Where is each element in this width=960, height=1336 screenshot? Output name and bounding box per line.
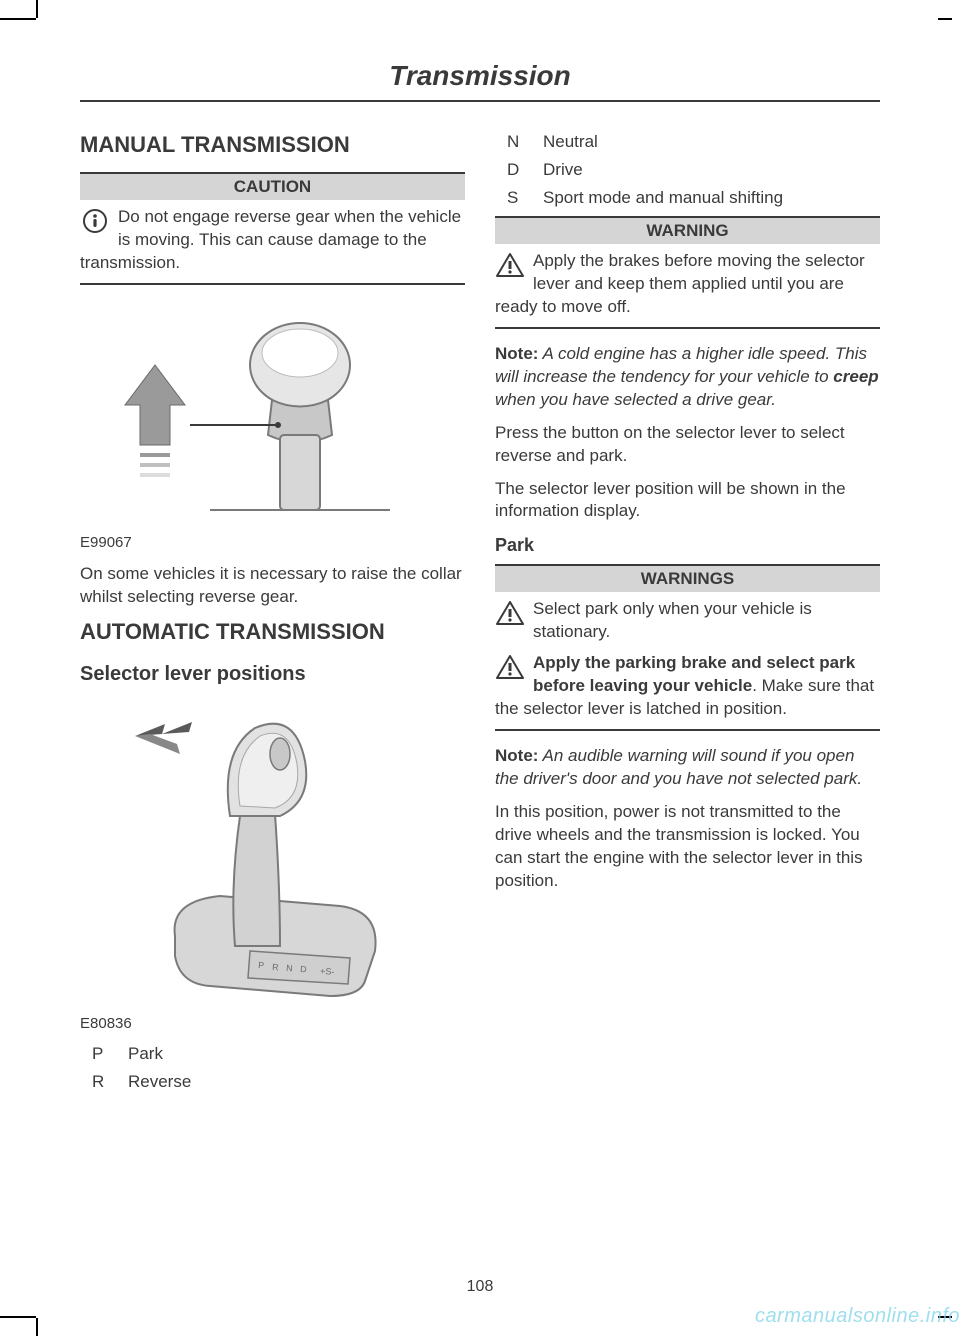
paragraph: On some vehicles it is necessary to rais… bbox=[80, 563, 465, 609]
automatic-transmission-heading: AUTOMATIC TRANSMISSION bbox=[80, 619, 465, 645]
page-content: Transmission MANUAL TRANSMISSION CAUTION… bbox=[80, 60, 880, 1296]
selector-lever-figure: P R N D +S- E80836 bbox=[80, 706, 465, 1032]
definition-value: Drive bbox=[543, 160, 880, 180]
definition-key: P bbox=[80, 1044, 128, 1064]
svg-text:D: D bbox=[300, 964, 308, 974]
crop-mark bbox=[0, 18, 36, 20]
definition-row: P Park bbox=[80, 1044, 465, 1064]
note-label: Note: bbox=[495, 746, 538, 765]
warning-triangle-icon bbox=[495, 654, 525, 687]
warnings-box: WARNINGS Select park only when your vehi… bbox=[495, 564, 880, 731]
svg-text:R: R bbox=[272, 962, 280, 972]
crop-mark bbox=[0, 1316, 36, 1318]
definition-value: Neutral bbox=[543, 132, 880, 152]
definition-value: Sport mode and manual shifting bbox=[543, 188, 880, 208]
definition-row: N Neutral bbox=[495, 132, 880, 152]
warning-body: Apply the brakes before moving the selec… bbox=[495, 244, 880, 327]
note-text: when you have selected a drive gear. bbox=[495, 390, 776, 409]
paragraph: Press the button on the selector lever t… bbox=[495, 422, 880, 468]
definition-value: Reverse bbox=[128, 1072, 465, 1092]
definition-key: S bbox=[495, 188, 543, 208]
crop-mark bbox=[36, 1318, 38, 1336]
warning-box: WARNING Apply the brakes before moving t… bbox=[495, 216, 880, 329]
info-icon bbox=[80, 208, 110, 241]
park-heading: Park bbox=[495, 535, 880, 556]
definition-row: S Sport mode and manual shifting bbox=[495, 188, 880, 208]
note-paragraph: Note: A cold engine has a higher idle sp… bbox=[495, 343, 880, 412]
warning-text: Apply the brakes before moving the selec… bbox=[495, 251, 865, 316]
chapter-title: Transmission bbox=[80, 60, 880, 102]
definition-key: R bbox=[80, 1072, 128, 1092]
two-column-layout: MANUAL TRANSMISSION CAUTION Do not engag… bbox=[80, 132, 880, 1100]
warning-item: Select park only when your vehicle is st… bbox=[533, 599, 812, 641]
crop-mark bbox=[36, 0, 38, 18]
manual-transmission-heading: MANUAL TRANSMISSION bbox=[80, 132, 465, 158]
definition-row: R Reverse bbox=[80, 1072, 465, 1092]
warning-header: WARNING bbox=[495, 218, 880, 244]
caution-text: Do not engage reverse gear when the vehi… bbox=[80, 207, 461, 272]
page-number: 108 bbox=[80, 1278, 880, 1296]
gear-shift-figure: E99067 bbox=[80, 305, 465, 551]
paragraph: The selector lever position will be show… bbox=[495, 478, 880, 524]
note-label: Note: bbox=[495, 344, 538, 363]
paragraph: In this position, power is not transmitt… bbox=[495, 801, 880, 893]
definition-key: N bbox=[495, 132, 543, 152]
definition-row: D Drive bbox=[495, 160, 880, 180]
definition-value: Park bbox=[128, 1044, 465, 1064]
note-paragraph: Note: An audible warning will sound if y… bbox=[495, 745, 880, 791]
note-emphasis: creep bbox=[833, 367, 878, 386]
selector-positions-heading: Selector lever positions bbox=[80, 663, 465, 686]
definition-key: D bbox=[495, 160, 543, 180]
svg-text:P: P bbox=[258, 960, 265, 970]
svg-text:N: N bbox=[286, 963, 293, 973]
left-column: MANUAL TRANSMISSION CAUTION Do not engag… bbox=[80, 132, 465, 1100]
caution-header: CAUTION bbox=[80, 174, 465, 200]
figure-label: E80836 bbox=[80, 1015, 465, 1032]
warnings-header: WARNINGS bbox=[495, 566, 880, 592]
crop-mark bbox=[938, 18, 952, 20]
watermark-text: carmanualsonline.info bbox=[755, 1305, 960, 1328]
figure-label: E99067 bbox=[80, 534, 465, 551]
warning-triangle-icon bbox=[495, 600, 525, 633]
warnings-body: Select park only when your vehicle is st… bbox=[495, 592, 880, 729]
right-column: N Neutral D Drive S Sport mode and manua… bbox=[495, 132, 880, 1100]
warning-triangle-icon bbox=[495, 252, 525, 285]
caution-box: CAUTION Do not engage reverse gear when … bbox=[80, 172, 465, 285]
caution-body: Do not engage reverse gear when the vehi… bbox=[80, 200, 465, 283]
note-text: A cold engine has a higher idle speed. T… bbox=[495, 344, 867, 386]
svg-text:+S-: +S- bbox=[320, 966, 335, 977]
note-text: An audible warning will sound if you ope… bbox=[495, 746, 862, 788]
